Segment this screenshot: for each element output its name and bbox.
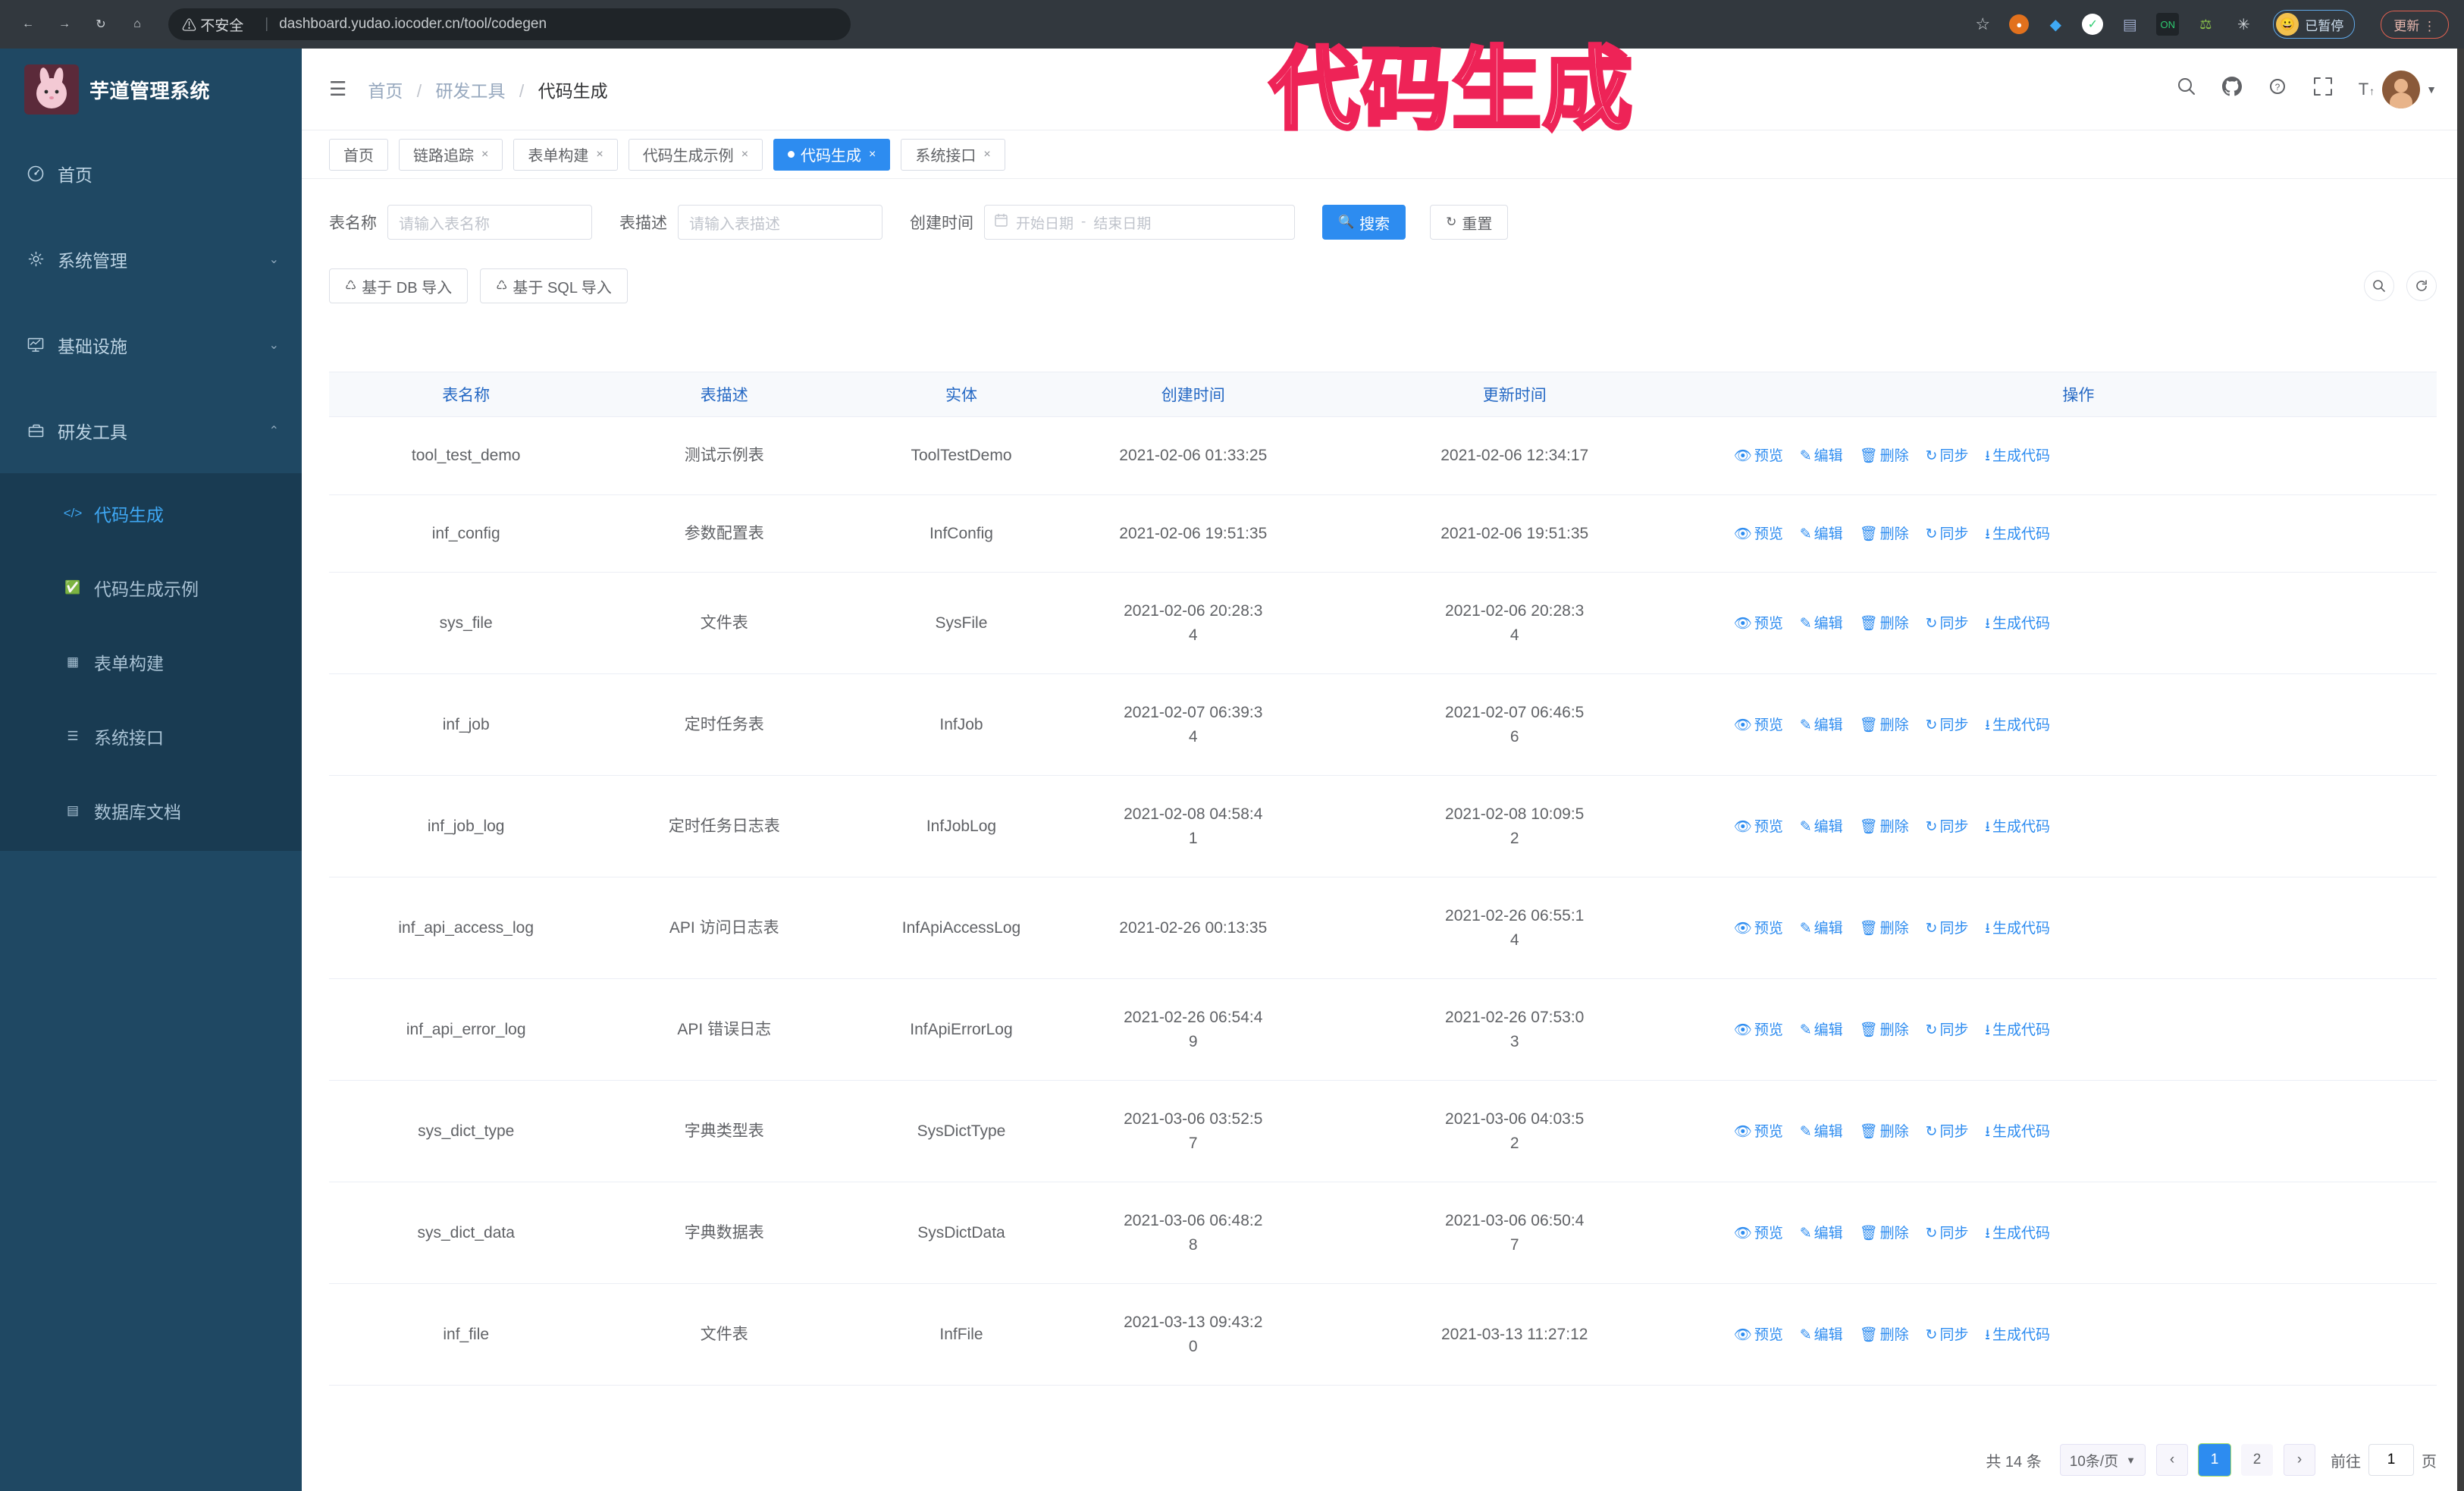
svg-text:?: ?: [2274, 82, 2280, 93]
